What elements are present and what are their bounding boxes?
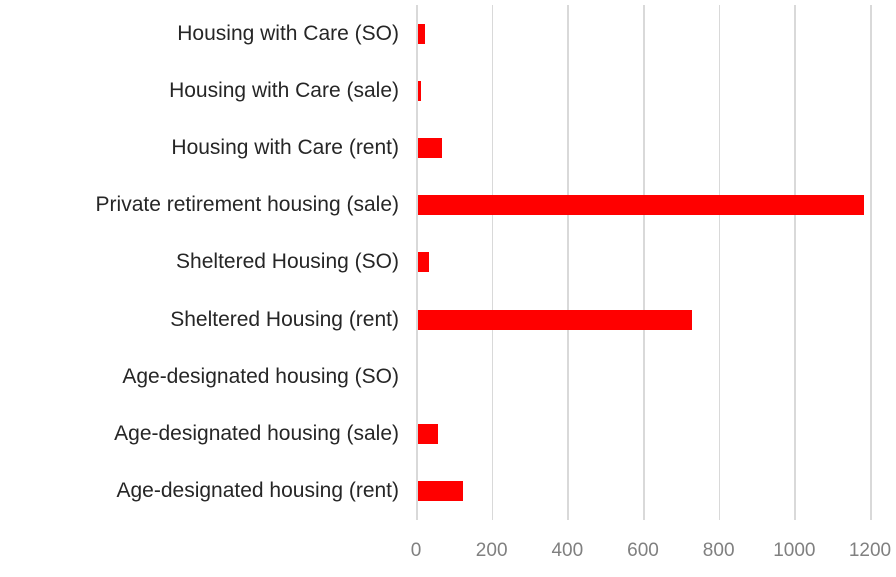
bar bbox=[417, 23, 426, 44]
bar bbox=[417, 252, 429, 273]
gridline bbox=[870, 5, 872, 520]
x-tick-label: 1200 bbox=[848, 540, 892, 561]
bar-row bbox=[416, 119, 870, 176]
x-tick-label: 200 bbox=[475, 540, 508, 561]
category-label: Private retirement housing (sale) bbox=[95, 193, 399, 217]
bar bbox=[417, 138, 443, 159]
gridline bbox=[567, 5, 569, 520]
category-label: Age-designated housing (rent) bbox=[116, 479, 399, 503]
category-label: Housing with Care (sale) bbox=[169, 78, 399, 102]
category-axis: Housing with Care (SO) Housing with Care … bbox=[0, 5, 408, 520]
value-axis: 0 200 400 600 800 1000 1200 bbox=[411, 540, 891, 564]
bar-row bbox=[416, 62, 870, 119]
category-label: Sheltered Housing (rent) bbox=[170, 307, 399, 331]
gridline bbox=[491, 5, 494, 520]
plot-area bbox=[416, 5, 872, 520]
category-label: Sheltered Housing (SO) bbox=[176, 250, 399, 274]
bar bbox=[417, 309, 692, 330]
bar bbox=[417, 80, 422, 101]
x-tick-label: 800 bbox=[702, 540, 735, 561]
bar bbox=[417, 195, 864, 216]
bar-row bbox=[416, 234, 870, 291]
category-label: Housing with Care (SO) bbox=[177, 21, 399, 45]
category-label: Age-designated housing (sale) bbox=[114, 422, 399, 446]
x-tick-label: 600 bbox=[627, 540, 659, 561]
bar-row bbox=[416, 5, 870, 62]
x-tick-label: 400 bbox=[551, 540, 584, 561]
bar bbox=[417, 481, 463, 502]
x-tick-label: 1000 bbox=[773, 540, 816, 561]
category-label: Age-designated housing (SO) bbox=[122, 364, 399, 388]
bar-row bbox=[416, 463, 870, 520]
bar-row bbox=[416, 291, 870, 348]
axis-line bbox=[416, 5, 418, 520]
gridline bbox=[718, 5, 721, 520]
bar-row bbox=[416, 348, 870, 405]
category-label: Housing with Care (rent) bbox=[171, 136, 399, 160]
bar-row bbox=[416, 406, 870, 463]
gridline bbox=[643, 5, 645, 520]
x-tick-label: 0 bbox=[410, 540, 422, 561]
bar-row bbox=[416, 177, 870, 234]
bar bbox=[417, 424, 439, 445]
gridline bbox=[794, 5, 796, 520]
